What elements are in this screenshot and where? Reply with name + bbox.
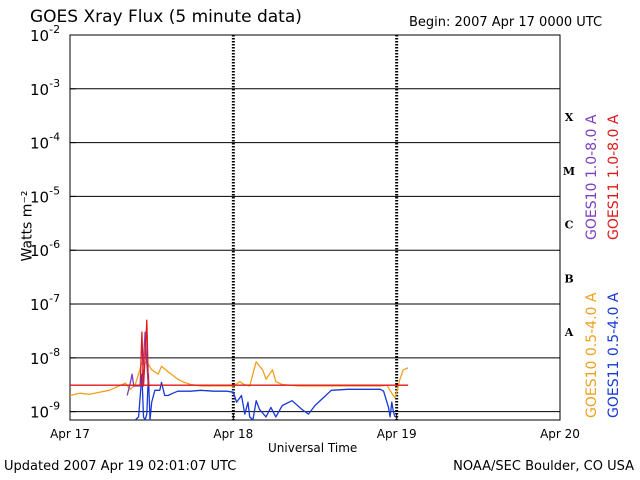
y-tick-label: 10-5 [30, 184, 60, 206]
x-tick-label: Apr 17 [50, 427, 90, 441]
begin-time-label: Begin: 2007 Apr 17 0000 UTC [409, 15, 603, 30]
legend-entry: GOES10 0.5-4.0 A [584, 292, 600, 418]
y-tick-label: 10-3 [30, 77, 60, 99]
flare-class-label: A [564, 326, 574, 339]
legend-entry: GOES11 1.0-8.0 A [606, 114, 622, 240]
y-tick-label: 10-4 [30, 131, 60, 153]
x-tick-label: Apr 20 [540, 427, 580, 441]
y-tick-label: 10-8 [30, 346, 60, 368]
x-axis-label: Universal Time [268, 441, 358, 455]
y-tick-label: 10-7 [30, 292, 60, 314]
chart-title: GOES Xray Flux (5 minute data) [30, 7, 302, 27]
flare-class-label: B [564, 272, 573, 285]
series-line [134, 373, 396, 421]
series-line [69, 361, 409, 399]
credit-label: NOAA/SEC Boulder, CO USA [453, 459, 634, 474]
legend-entry: GOES10 1.0-8.0 A [584, 114, 600, 240]
y-tick-label: 10-2 [30, 23, 60, 45]
updated-timestamp: Updated 2007 Apr 19 02:01:07 UTC [4, 459, 237, 474]
flare-class-label: C [565, 219, 574, 232]
x-tick-label: Apr 18 [213, 427, 253, 441]
series-line [126, 331, 150, 396]
plot-frame [69, 34, 561, 421]
x-tick-label: Apr 19 [377, 427, 417, 441]
y-tick-label: 10-9 [30, 400, 60, 422]
legend-entry: GOES11 0.5-4.0 A [606, 292, 622, 418]
flare-class-label: M [563, 165, 575, 178]
flare-class-label: X [565, 111, 574, 124]
y-tick-label: 10-6 [30, 238, 60, 260]
